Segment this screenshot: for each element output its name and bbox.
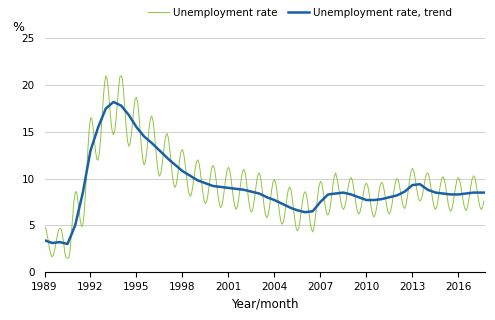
X-axis label: Year/month: Year/month xyxy=(231,297,298,310)
Line: Unemployment rate, trend: Unemployment rate, trend xyxy=(45,102,484,244)
Line: Unemployment rate: Unemployment rate xyxy=(45,76,484,258)
Legend: Unemployment rate, Unemployment rate, trend: Unemployment rate, Unemployment rate, tr… xyxy=(144,4,456,22)
Y-axis label: %: % xyxy=(12,21,24,34)
